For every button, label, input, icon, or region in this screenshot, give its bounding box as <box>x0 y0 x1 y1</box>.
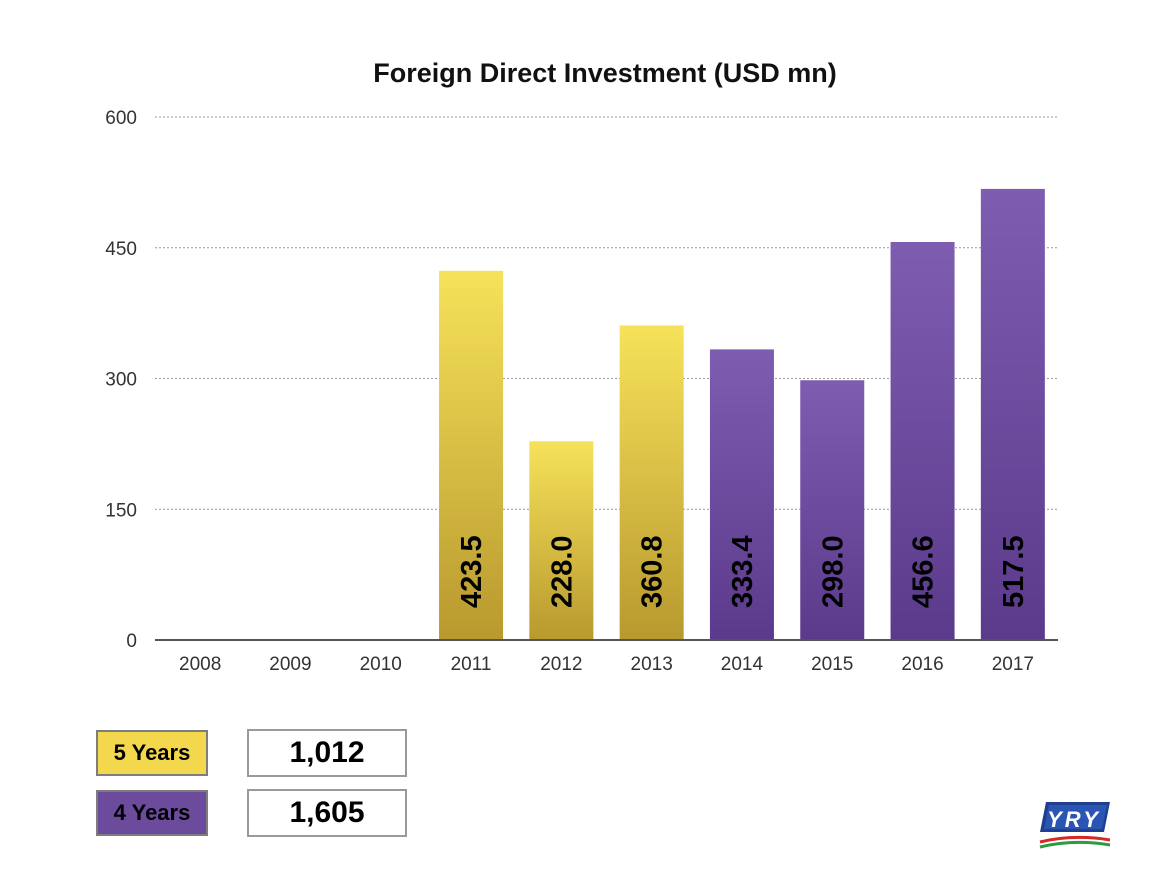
data-labels: 423.5 228.0 360.8 333.4 298.0 456.6 517.5 <box>456 535 1030 608</box>
data-label: 333.4 <box>727 535 759 608</box>
yry-logo-icon: YRY <box>1039 802 1111 849</box>
data-label: 456.6 <box>908 535 940 608</box>
four-years-value: 1,605 <box>289 796 365 829</box>
bar-2013 <box>619 325 684 640</box>
chart-title: Foreign Direct Investment (USD mn) <box>373 58 837 88</box>
y-tick-label: 300 <box>105 370 137 391</box>
x-tick-label: 2010 <box>360 654 402 675</box>
five-years-value: 1,012 <box>289 736 365 769</box>
x-tick-label: 2015 <box>811 654 853 675</box>
bar-2011 <box>439 270 504 640</box>
bar-2017 <box>980 188 1045 640</box>
logo-text: YRY <box>1047 807 1101 832</box>
five-years-label: 5 Years <box>113 740 191 765</box>
y-tick-label: 450 <box>105 239 137 260</box>
data-label: 360.8 <box>637 535 669 608</box>
five-years-legend: 5 Years <box>96 730 208 776</box>
x-tick-label: 2014 <box>721 654 764 675</box>
four-years-legend: 4 Years <box>96 790 208 836</box>
x-tick-label: 2011 <box>451 654 492 675</box>
data-label: 423.5 <box>456 535 488 608</box>
data-label: 298.0 <box>817 535 849 608</box>
data-label: 517.5 <box>998 535 1030 608</box>
x-tick-label: 2013 <box>631 654 673 675</box>
x-tick-label: 2009 <box>269 654 311 675</box>
x-tick-label: 2016 <box>901 654 943 675</box>
x-tick-label: 2008 <box>179 654 221 675</box>
y-axis-ticks: 0 150 300 450 600 <box>105 108 137 652</box>
y-tick-label: 150 <box>105 500 137 521</box>
fdi-bar-chart: Foreign Direct Investment (USD mn) 0 150 3… <box>105 58 1058 675</box>
four-years-value-box: 1,605 <box>247 789 407 837</box>
x-tick-label: 2017 <box>992 654 1034 675</box>
bar-2012 <box>529 441 594 640</box>
bar-2014 <box>709 349 774 640</box>
bar-2015 <box>800 380 865 640</box>
four-years-label: 4 Years <box>113 800 191 825</box>
bars <box>439 188 1045 640</box>
y-tick-label: 600 <box>105 108 137 129</box>
five-years-value-box: 1,012 <box>247 729 407 777</box>
y-tick-label: 0 <box>126 631 137 652</box>
x-tick-label: 2012 <box>540 654 582 675</box>
x-axis-ticks: 2008 2009 2010 2011 2012 2013 2014 2015 2016 2017 <box>179 654 1034 675</box>
bar-2016 <box>890 241 955 640</box>
data-label: 228.0 <box>546 535 578 608</box>
